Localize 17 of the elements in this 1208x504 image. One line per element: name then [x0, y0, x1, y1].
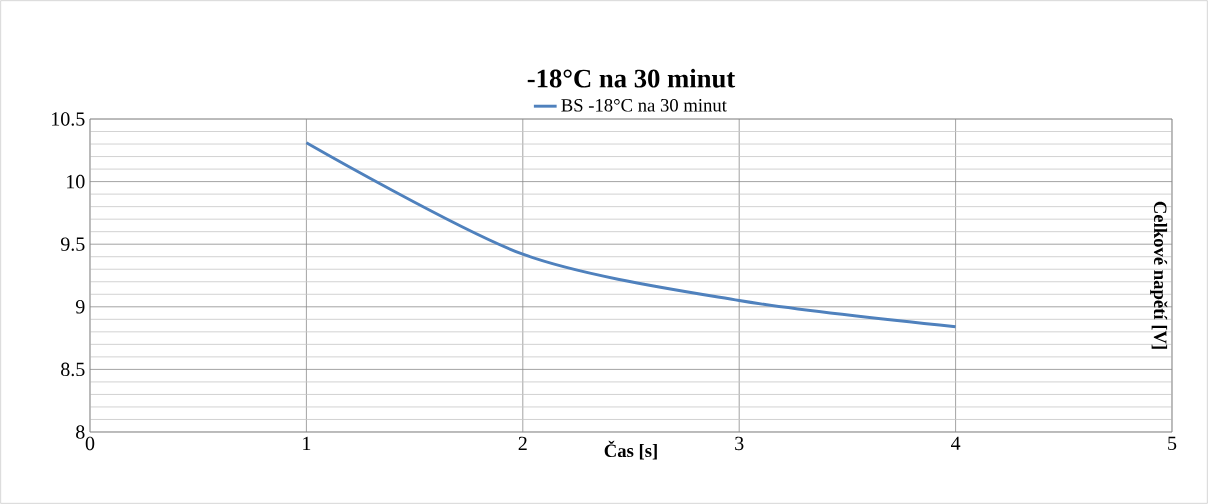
y-tick-label: 10 [67, 174, 85, 189]
x-tick-label: 1 [303, 436, 311, 450]
y-tick-label: 8 [76, 425, 85, 439]
y-tick-label: 10.5 [52, 112, 85, 126]
line-series [304, 141, 958, 329]
x-tick-label: 0 [85, 436, 95, 451]
y-tick-label: 8.5 [61, 362, 85, 377]
x-tick-label: 5 [1168, 436, 1177, 450]
x-tick-label: 3 [735, 436, 744, 451]
y-axis-title: Celkové napětí [V] [1150, 201, 1168, 349]
x-tick-label: 2 [518, 436, 527, 450]
chart-title: -18°C na 30 minut [527, 68, 736, 88]
y-tick-label: 9 [75, 300, 85, 314]
x-axis-title: Čas [s] [604, 440, 657, 460]
y-tick-label: 9.5 [60, 237, 85, 251]
x-tick-label: 4 [950, 436, 961, 450]
legend-label: BS -18°C na 30 minut [561, 98, 727, 112]
